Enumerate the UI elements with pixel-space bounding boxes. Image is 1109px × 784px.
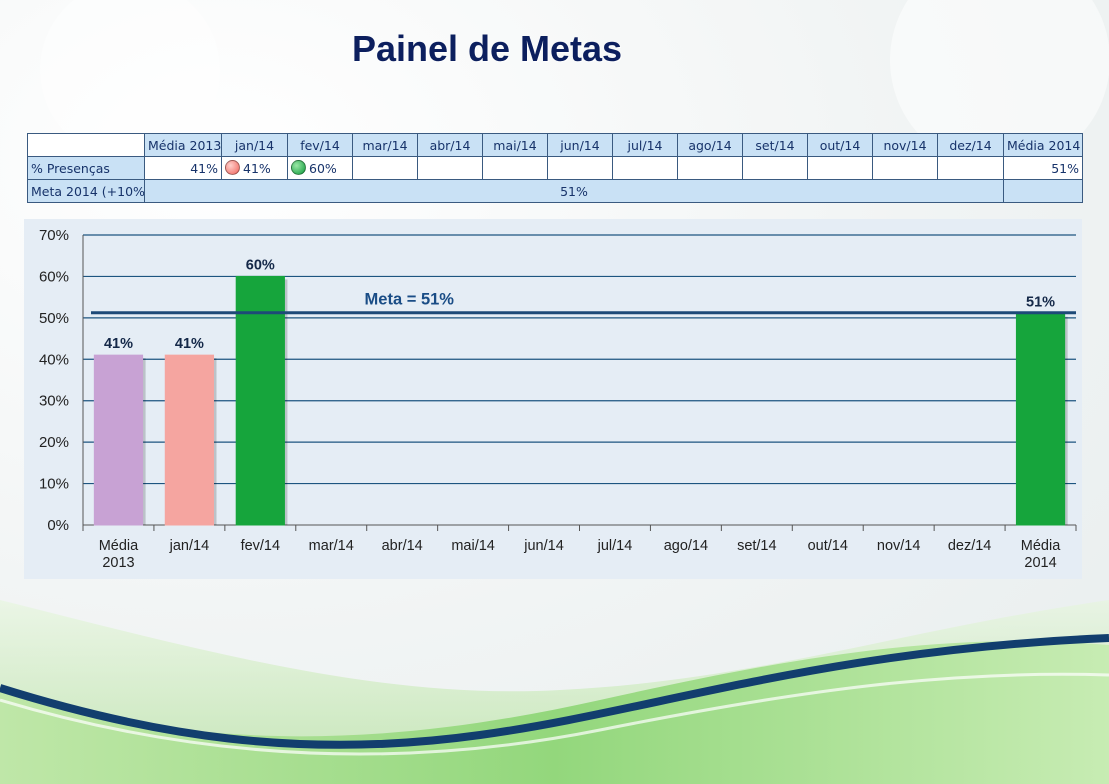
x-tick-label: Média 2013 bbox=[99, 538, 139, 571]
row-label-meta: Meta 2014 (+10%) bbox=[27, 179, 145, 203]
data-label: 41% bbox=[175, 336, 204, 352]
table-cell: 41% bbox=[144, 156, 222, 180]
x-tick-label: out/14 bbox=[808, 538, 848, 554]
table-header-cell: ago/14 bbox=[677, 133, 743, 157]
table-row-meta: Meta 2014 (+10%) 51% bbox=[27, 179, 1083, 203]
meta-value-cell: 51% bbox=[144, 179, 1004, 203]
table-cell bbox=[677, 156, 743, 180]
table-cell bbox=[872, 156, 938, 180]
y-tick-label: 20% bbox=[39, 434, 69, 451]
table-header-cell: mai/14 bbox=[482, 133, 548, 157]
table-header-cell: abr/14 bbox=[417, 133, 483, 157]
x-tick-label: jul/14 bbox=[597, 538, 633, 554]
x-tick-label: jan/14 bbox=[169, 538, 210, 554]
table-cell bbox=[547, 156, 613, 180]
x-tick-label: ago/14 bbox=[664, 538, 708, 554]
table-header-cell: set/14 bbox=[742, 133, 808, 157]
x-tick-label: fev/14 bbox=[241, 538, 281, 554]
table-cell bbox=[612, 156, 678, 180]
table-header-cell: Média 2014 bbox=[1003, 133, 1083, 157]
table-header-cell: Média 2013 bbox=[144, 133, 222, 157]
table-cell bbox=[807, 156, 873, 180]
table-header-cell: jan/14 bbox=[221, 133, 288, 157]
y-tick-label: 50% bbox=[39, 310, 69, 327]
y-tick-label: 60% bbox=[39, 268, 69, 285]
y-tick-label: 40% bbox=[39, 351, 69, 368]
bar-chart: 0% 10% 20% 30% 40% 50% 60% 70% 41% 41% 60% 51% Média… bbox=[24, 219, 1082, 579]
table-corner-cell bbox=[27, 133, 145, 157]
x-tick-label: abr/14 bbox=[382, 538, 423, 554]
red-status-icon bbox=[225, 160, 240, 175]
bar-sheen bbox=[1016, 313, 1065, 525]
table-cell: 41% bbox=[221, 156, 288, 180]
table-cell bbox=[352, 156, 418, 180]
table-header-cell: nov/14 bbox=[872, 133, 938, 157]
goal-table: Média 2013 jan/14 fev/14 mar/14 abr/14 m… bbox=[27, 133, 1083, 203]
page-title: Painel de Metas bbox=[351, 28, 623, 69]
table-header-cell: dez/14 bbox=[937, 133, 1004, 157]
table-header-cell: jun/14 bbox=[547, 133, 613, 157]
table-cell: 51% bbox=[1003, 156, 1083, 180]
data-label: 41% bbox=[104, 336, 133, 352]
y-tick-label: 10% bbox=[39, 476, 69, 493]
bar-sheen bbox=[165, 355, 214, 525]
table-header-cell: fev/14 bbox=[287, 133, 353, 157]
table-cell bbox=[1003, 179, 1083, 203]
table-cell bbox=[417, 156, 483, 180]
data-label: 60% bbox=[246, 257, 275, 273]
table-row-presencas: % Presenças 41% 41% 60% 51% bbox=[27, 156, 1083, 180]
x-tick-label: jun/14 bbox=[523, 538, 564, 554]
table-header-cell: jul/14 bbox=[612, 133, 678, 157]
table-cell bbox=[937, 156, 1004, 180]
bar-chart-svg: 0% 10% 20% 30% 40% 50% 60% 70% 41% 41% 60% 51% Média… bbox=[39, 227, 1077, 571]
y-tick-label: 70% bbox=[39, 227, 69, 244]
table-header-row: Média 2013 jan/14 fev/14 mar/14 abr/14 m… bbox=[27, 133, 1083, 157]
x-tick-label: Média 2014 bbox=[1021, 538, 1061, 571]
table-cell bbox=[742, 156, 808, 180]
table-header-cell: out/14 bbox=[807, 133, 873, 157]
x-tick-label: mai/14 bbox=[451, 538, 495, 554]
table-cell bbox=[482, 156, 548, 180]
x-tick-label: nov/14 bbox=[877, 538, 921, 554]
table-cell: 60% bbox=[287, 156, 353, 180]
data-label: 51% bbox=[1026, 295, 1055, 311]
goal-line-label: Meta = 51% bbox=[365, 291, 455, 309]
bar-sheen bbox=[94, 355, 143, 525]
bar-sheen bbox=[236, 276, 285, 525]
y-tick-label: 0% bbox=[47, 517, 69, 534]
x-tick-label: set/14 bbox=[737, 538, 777, 554]
table-header-cell: mar/14 bbox=[352, 133, 418, 157]
green-status-icon bbox=[291, 160, 306, 175]
x-tick-label: mar/14 bbox=[309, 538, 354, 554]
row-label-presencas: % Presenças bbox=[27, 156, 145, 180]
x-tick-label: dez/14 bbox=[948, 538, 992, 554]
y-tick-label: 30% bbox=[39, 393, 69, 410]
table-cell-value: 60% bbox=[309, 161, 337, 176]
table-cell-value: 41% bbox=[243, 161, 271, 176]
